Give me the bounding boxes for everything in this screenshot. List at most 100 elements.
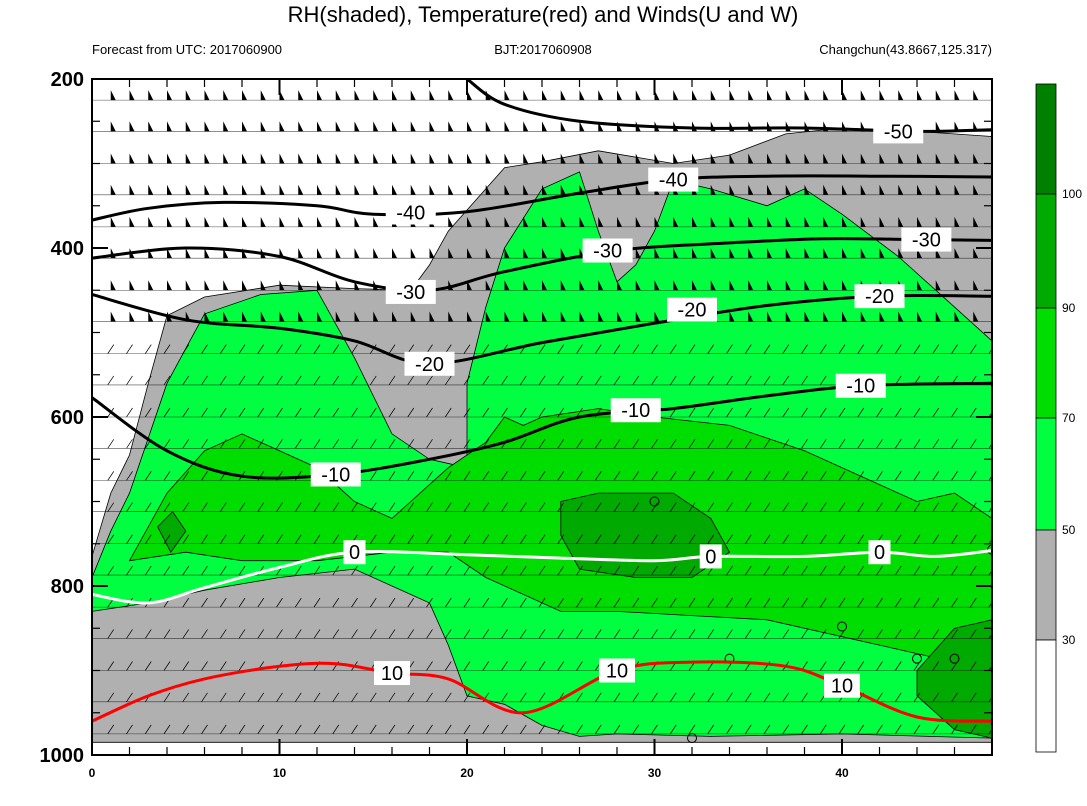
wind-pennant — [542, 280, 547, 291]
wind-barb — [707, 344, 715, 354]
wind-pennant — [167, 121, 172, 132]
wind-barb — [613, 692, 621, 702]
wind-barb — [651, 375, 658, 386]
colorbar-tick-label: 90 — [1062, 301, 1076, 315]
wind-barb — [669, 534, 677, 544]
wind-barb — [857, 534, 865, 544]
wind-pennant — [185, 216, 191, 227]
wind-barb — [557, 724, 565, 735]
wind-barb — [332, 692, 340, 702]
wind-barb — [632, 471, 640, 481]
contour-label-box — [835, 373, 886, 398]
wind-barb — [538, 502, 546, 512]
wind-pennant — [842, 216, 847, 227]
wind-pennant — [579, 311, 585, 322]
wind-barb — [426, 629, 433, 639]
wind-barb — [913, 407, 921, 418]
wind-barb — [444, 375, 452, 386]
wind-barb — [894, 661, 902, 671]
wind-pennant — [392, 90, 397, 101]
wind-pennant — [260, 216, 266, 227]
wind-pennant — [635, 280, 641, 291]
wind-barb — [238, 597, 246, 608]
wind-barb — [969, 661, 977, 671]
wind-barb — [369, 692, 377, 702]
contour-label: -20 — [865, 286, 894, 308]
contour-label: 10 — [831, 676, 853, 698]
wind-barb — [838, 534, 846, 544]
wind-pennant — [879, 90, 885, 101]
wind-barb — [969, 439, 977, 449]
wind-barb — [951, 471, 958, 481]
wind-pennant — [410, 121, 416, 132]
wind-barb — [219, 692, 227, 702]
wind-barb — [988, 633, 992, 639]
wind-barb — [426, 565, 433, 576]
wind-barb — [838, 565, 846, 576]
wind-pennant — [204, 184, 210, 195]
wind-barb — [332, 597, 340, 608]
wind-barb — [819, 629, 827, 639]
wind-barb — [144, 661, 152, 671]
wind-barb — [932, 565, 940, 576]
wind-barb — [801, 597, 808, 608]
temperature-contour--20 — [92, 293, 992, 366]
wind-pennant — [692, 216, 697, 227]
wind-pennant — [823, 311, 829, 322]
wind-pennant — [860, 311, 866, 322]
wind-pennant — [767, 280, 772, 291]
wind-barb — [894, 534, 902, 544]
wind-pennant — [860, 153, 866, 164]
wind-barb — [276, 629, 283, 639]
contour-labels-layer: -50 -40 -40 -30 -30 -30 -20 -20 -20 -10 -10 -10 0 0 0 1… — [310, 119, 952, 698]
wind-barb — [313, 344, 321, 354]
wind-barb — [613, 439, 621, 449]
wind-barb — [557, 534, 565, 544]
wind-barb — [332, 344, 340, 354]
wind-barb — [763, 565, 771, 576]
wind-barb — [707, 597, 715, 608]
wind-barb — [744, 502, 752, 512]
wind-pennant — [485, 216, 491, 227]
wind-barb — [444, 724, 452, 735]
wind-pennant — [598, 153, 604, 164]
wind-barb — [763, 692, 771, 702]
wind-barb — [219, 439, 227, 449]
contour-label-box — [854, 284, 905, 309]
wind-pennant — [298, 153, 304, 164]
wind-barb — [782, 471, 790, 481]
wind-barb — [613, 502, 621, 512]
wind-pennant — [260, 153, 266, 164]
wind-barb — [219, 724, 227, 735]
wind-pennant — [223, 280, 229, 291]
wind-barb — [444, 565, 452, 576]
wind-barb — [969, 724, 977, 735]
wind-pennant — [842, 311, 847, 322]
wind-pennant — [673, 280, 679, 291]
wind-barb — [876, 344, 883, 354]
wind-barb — [726, 375, 733, 386]
wind-barb — [913, 502, 921, 512]
wind-barb — [632, 692, 640, 702]
wind-barb — [182, 471, 190, 481]
wind-barb — [969, 344, 977, 354]
wind-pennant — [110, 121, 116, 132]
wind-barb — [538, 629, 546, 639]
wind-pennant — [823, 248, 829, 259]
wind-pennant — [223, 311, 229, 322]
colorbar-tick-label: 50 — [1062, 523, 1076, 537]
wind-barb — [538, 439, 546, 449]
wind-pennant — [617, 216, 622, 227]
wind-pennant — [729, 121, 735, 132]
wind-barb — [857, 502, 865, 512]
wind-barb — [238, 661, 246, 671]
contour-label: -40 — [659, 170, 688, 192]
wind-pennant — [785, 311, 791, 322]
wind-barb — [801, 692, 808, 702]
wind-barb — [576, 407, 583, 418]
wind-pennant — [617, 280, 622, 291]
wind-barb — [913, 724, 921, 735]
wind-pennant — [579, 90, 585, 101]
wind-pennant — [523, 121, 529, 132]
wind-barb — [444, 661, 452, 671]
